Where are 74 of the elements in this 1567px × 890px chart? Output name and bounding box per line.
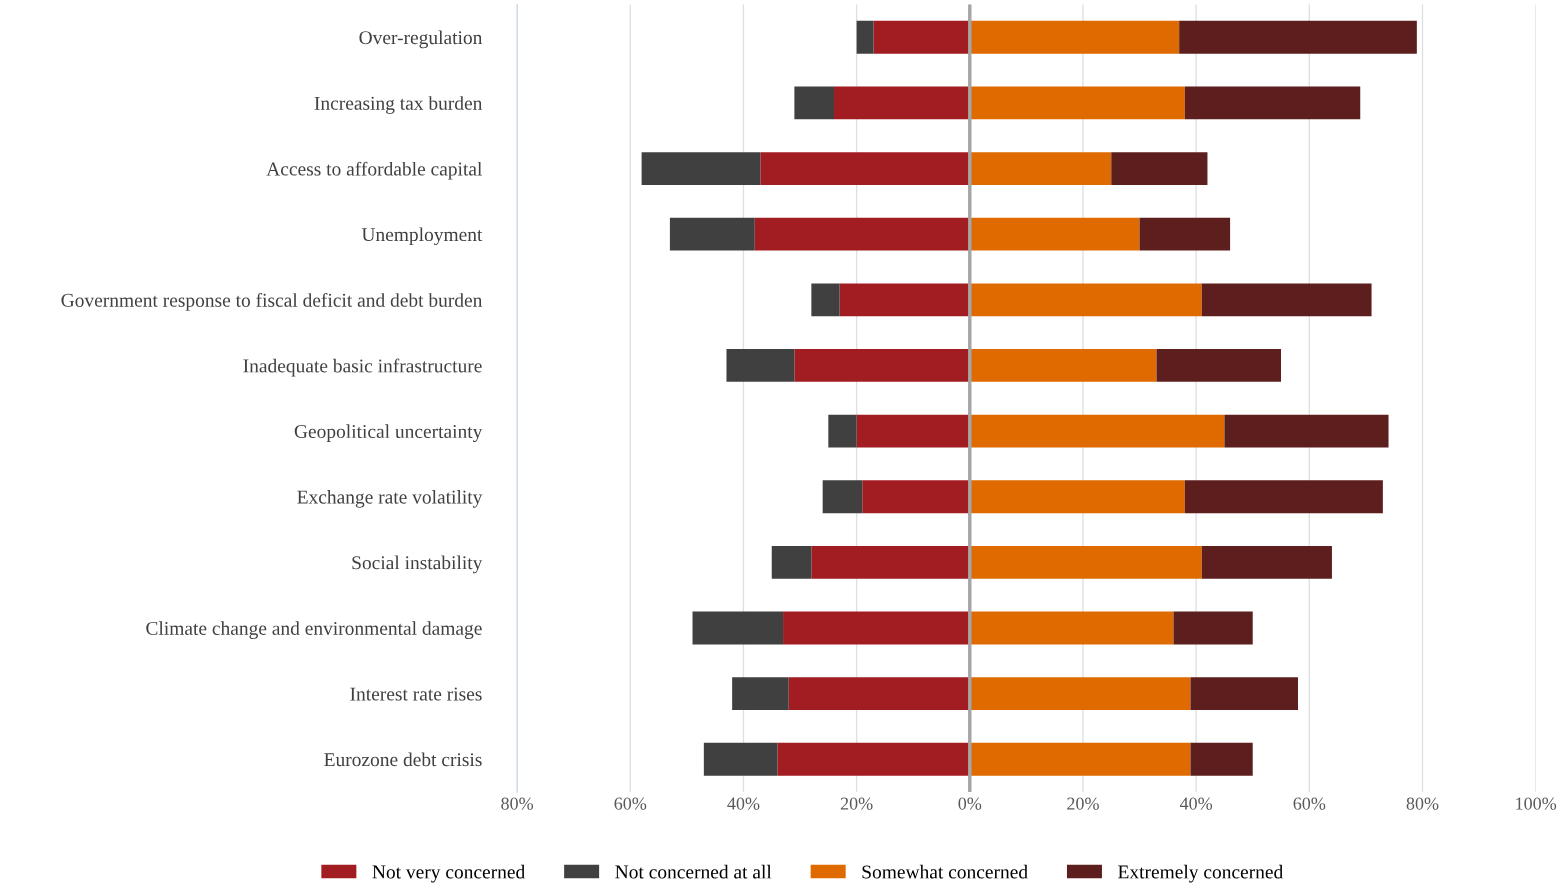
bar — [969, 545, 1202, 579]
bar — [788, 677, 970, 711]
bar — [783, 611, 970, 645]
bar — [833, 86, 970, 120]
bar — [856, 414, 970, 448]
x-tick-label: 40% — [727, 797, 760, 810]
x-tick-label: 0% — [958, 797, 982, 810]
bar — [969, 677, 1191, 711]
x-tick-label: 80% — [1406, 797, 1439, 810]
y-tick-label: Climate change and environmental damage — [146, 621, 482, 639]
bar — [856, 20, 874, 54]
bar — [873, 20, 970, 54]
legend-label: Not very concerned — [372, 864, 525, 883]
bar — [969, 283, 1202, 317]
y-tick-label: Government response to fiscal deficit and debt burden — [61, 292, 483, 311]
bar — [794, 86, 834, 120]
bar — [1184, 480, 1383, 514]
bar — [760, 152, 970, 185]
bar — [811, 545, 970, 579]
bar — [777, 742, 970, 776]
bar — [969, 480, 1185, 514]
bar — [1179, 20, 1417, 54]
y-tick-label: Geopolitical uncertainty — [294, 424, 483, 443]
y-tick-label: Eurozone debt crisis — [324, 752, 482, 767]
bar — [969, 742, 1191, 776]
bar — [1190, 742, 1253, 776]
bar — [1173, 611, 1253, 645]
bar — [811, 283, 840, 317]
x-tick-label: 40% — [1179, 797, 1213, 810]
bar — [1156, 349, 1282, 382]
x-tick-label: 80% — [501, 797, 534, 810]
bar — [692, 611, 784, 645]
y-tick-label: Social instability — [352, 555, 483, 574]
bar — [839, 283, 970, 317]
y-tick-label: Increasing tax burden — [314, 96, 483, 114]
x-tick-label: 20% — [840, 797, 873, 810]
bar — [703, 742, 778, 776]
y-tick-label: Access to affordable capital — [266, 161, 482, 180]
legend-label: Not concerned at all — [615, 864, 772, 879]
bar — [1139, 217, 1231, 251]
y-tick-label: Inadequate basic infrastructure — [243, 358, 482, 377]
x-tick-label: 60% — [614, 797, 647, 810]
bar — [969, 349, 1157, 382]
bar — [969, 20, 1180, 54]
bar — [669, 217, 755, 251]
bar — [732, 677, 789, 711]
x-tick-label: 100% — [1516, 797, 1557, 810]
bar — [1190, 677, 1298, 711]
legend-label: Extremely concerned — [1118, 864, 1284, 883]
bar — [822, 480, 863, 514]
bar — [969, 86, 1185, 120]
bar — [771, 545, 812, 579]
bar — [1201, 283, 1372, 317]
y-tick-label: Over-regulation — [359, 30, 483, 49]
bar — [754, 217, 970, 251]
bar — [1201, 545, 1332, 579]
bar — [1224, 414, 1389, 448]
x-tick-label: 20% — [1067, 797, 1099, 810]
bar — [1184, 86, 1361, 120]
bar — [862, 480, 970, 514]
y-tick-label: Unemployment — [361, 227, 483, 246]
y-tick-label: Exchange rate volatility — [297, 489, 483, 508]
bar — [969, 611, 1174, 645]
bar — [641, 152, 761, 185]
bar — [726, 349, 795, 382]
bar — [1111, 152, 1208, 185]
legend-label: Somewhat concerned — [862, 864, 1028, 879]
y-tick-label: Interest rate rises — [350, 687, 482, 701]
bar — [794, 349, 970, 382]
bar — [969, 152, 1112, 185]
bar — [969, 414, 1225, 448]
bar — [828, 414, 857, 448]
bar — [969, 217, 1140, 251]
x-tick-label: 60% — [1293, 797, 1326, 810]
